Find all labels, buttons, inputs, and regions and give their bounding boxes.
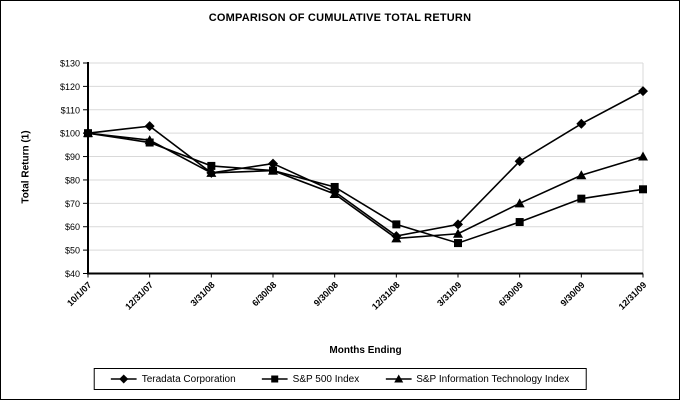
x-tick-label: 10/1/07 (65, 280, 93, 308)
series-0-diamond-marker (268, 158, 278, 169)
series-1-square-marker (515, 218, 524, 227)
x-tick-label: 12/31/08 (370, 280, 402, 312)
series-0-diamond-marker (144, 121, 155, 132)
square-legend-icon (261, 375, 288, 383)
legend-0-diamond-marker (119, 374, 129, 384)
legend-label: S&P 500 Index (292, 373, 360, 385)
x-tick-label: 9/30/08 (312, 280, 340, 308)
series-1-square-marker (577, 194, 586, 203)
triangle-legend-icon (385, 374, 412, 383)
series-1-square-marker (639, 185, 647, 194)
series-2-triangle-marker (268, 165, 278, 175)
chart-title: COMPARISON OF CUMULATIVE TOTAL RETURN (208, 12, 472, 24)
series-2-triangle-marker (206, 167, 217, 177)
x-tick-label: 12/31/09 (617, 280, 649, 312)
x-tick-label: 6/30/09 (497, 280, 525, 308)
series-2-triangle-marker (83, 128, 93, 138)
series-line-0 (87, 90, 644, 237)
y-tick-label: $60 (65, 222, 80, 232)
x-tick-label: 12/31/07 (123, 280, 155, 312)
x-tick-label: 3/31/08 (188, 280, 216, 308)
y-tick-label: $80 (65, 175, 80, 185)
y-tick-label: $100 (60, 129, 80, 139)
legend-box: Teradata Corporation S&P 500 Index S&P Inf… (93, 368, 587, 390)
y-tick-label: $50 (65, 246, 80, 256)
legend-2-triangle-marker (393, 374, 403, 383)
y-tick-label: $90 (65, 152, 80, 162)
series-2-triangle-marker (638, 151, 648, 161)
x-tick-label: 6/30/08 (250, 280, 278, 308)
series-1-square-marker (330, 182, 339, 191)
series-1-square-marker (454, 239, 462, 248)
y-tick-label: $40 (65, 269, 80, 279)
legend-item-1: S&P 500 Index (261, 373, 360, 385)
y-tick-label: $110 (61, 105, 80, 115)
legend-label: S&P Information Technology Index (416, 373, 570, 385)
legend-item-2: S&P Information Technology Index (385, 373, 569, 385)
x-axis-title: Months Ending (329, 345, 402, 356)
y-tick-label: $120 (60, 82, 80, 92)
series-2-triangle-marker (329, 188, 340, 198)
series-2-triangle-marker (514, 198, 525, 208)
x-tick-label: 9/30/09 (558, 280, 586, 308)
series-2-triangle-marker (576, 170, 587, 180)
legend-1-square-marker (271, 375, 279, 383)
y-tick-label: $130 (60, 59, 80, 69)
series-2-triangle-marker (391, 233, 402, 243)
diamond-legend-icon (110, 374, 137, 384)
x-tick-label: 3/31/09 (435, 280, 463, 308)
series-line-1 (87, 132, 644, 244)
series-line-2 (87, 132, 644, 240)
series-1-square-marker (392, 220, 401, 229)
series-2-triangle-marker (453, 228, 463, 238)
series-0-diamond-marker (453, 219, 463, 230)
y-tick-label: $70 (65, 199, 80, 209)
series-2-triangle-marker (144, 135, 155, 145)
series-0-diamond-marker (514, 156, 525, 167)
series-0-diamond-marker (638, 86, 648, 97)
legend-item-0: Teradata Corporation (110, 373, 236, 385)
legend-label: Teradata Corporation (141, 373, 236, 385)
series-1-square-marker (207, 161, 216, 170)
series-0-diamond-marker (576, 118, 587, 129)
